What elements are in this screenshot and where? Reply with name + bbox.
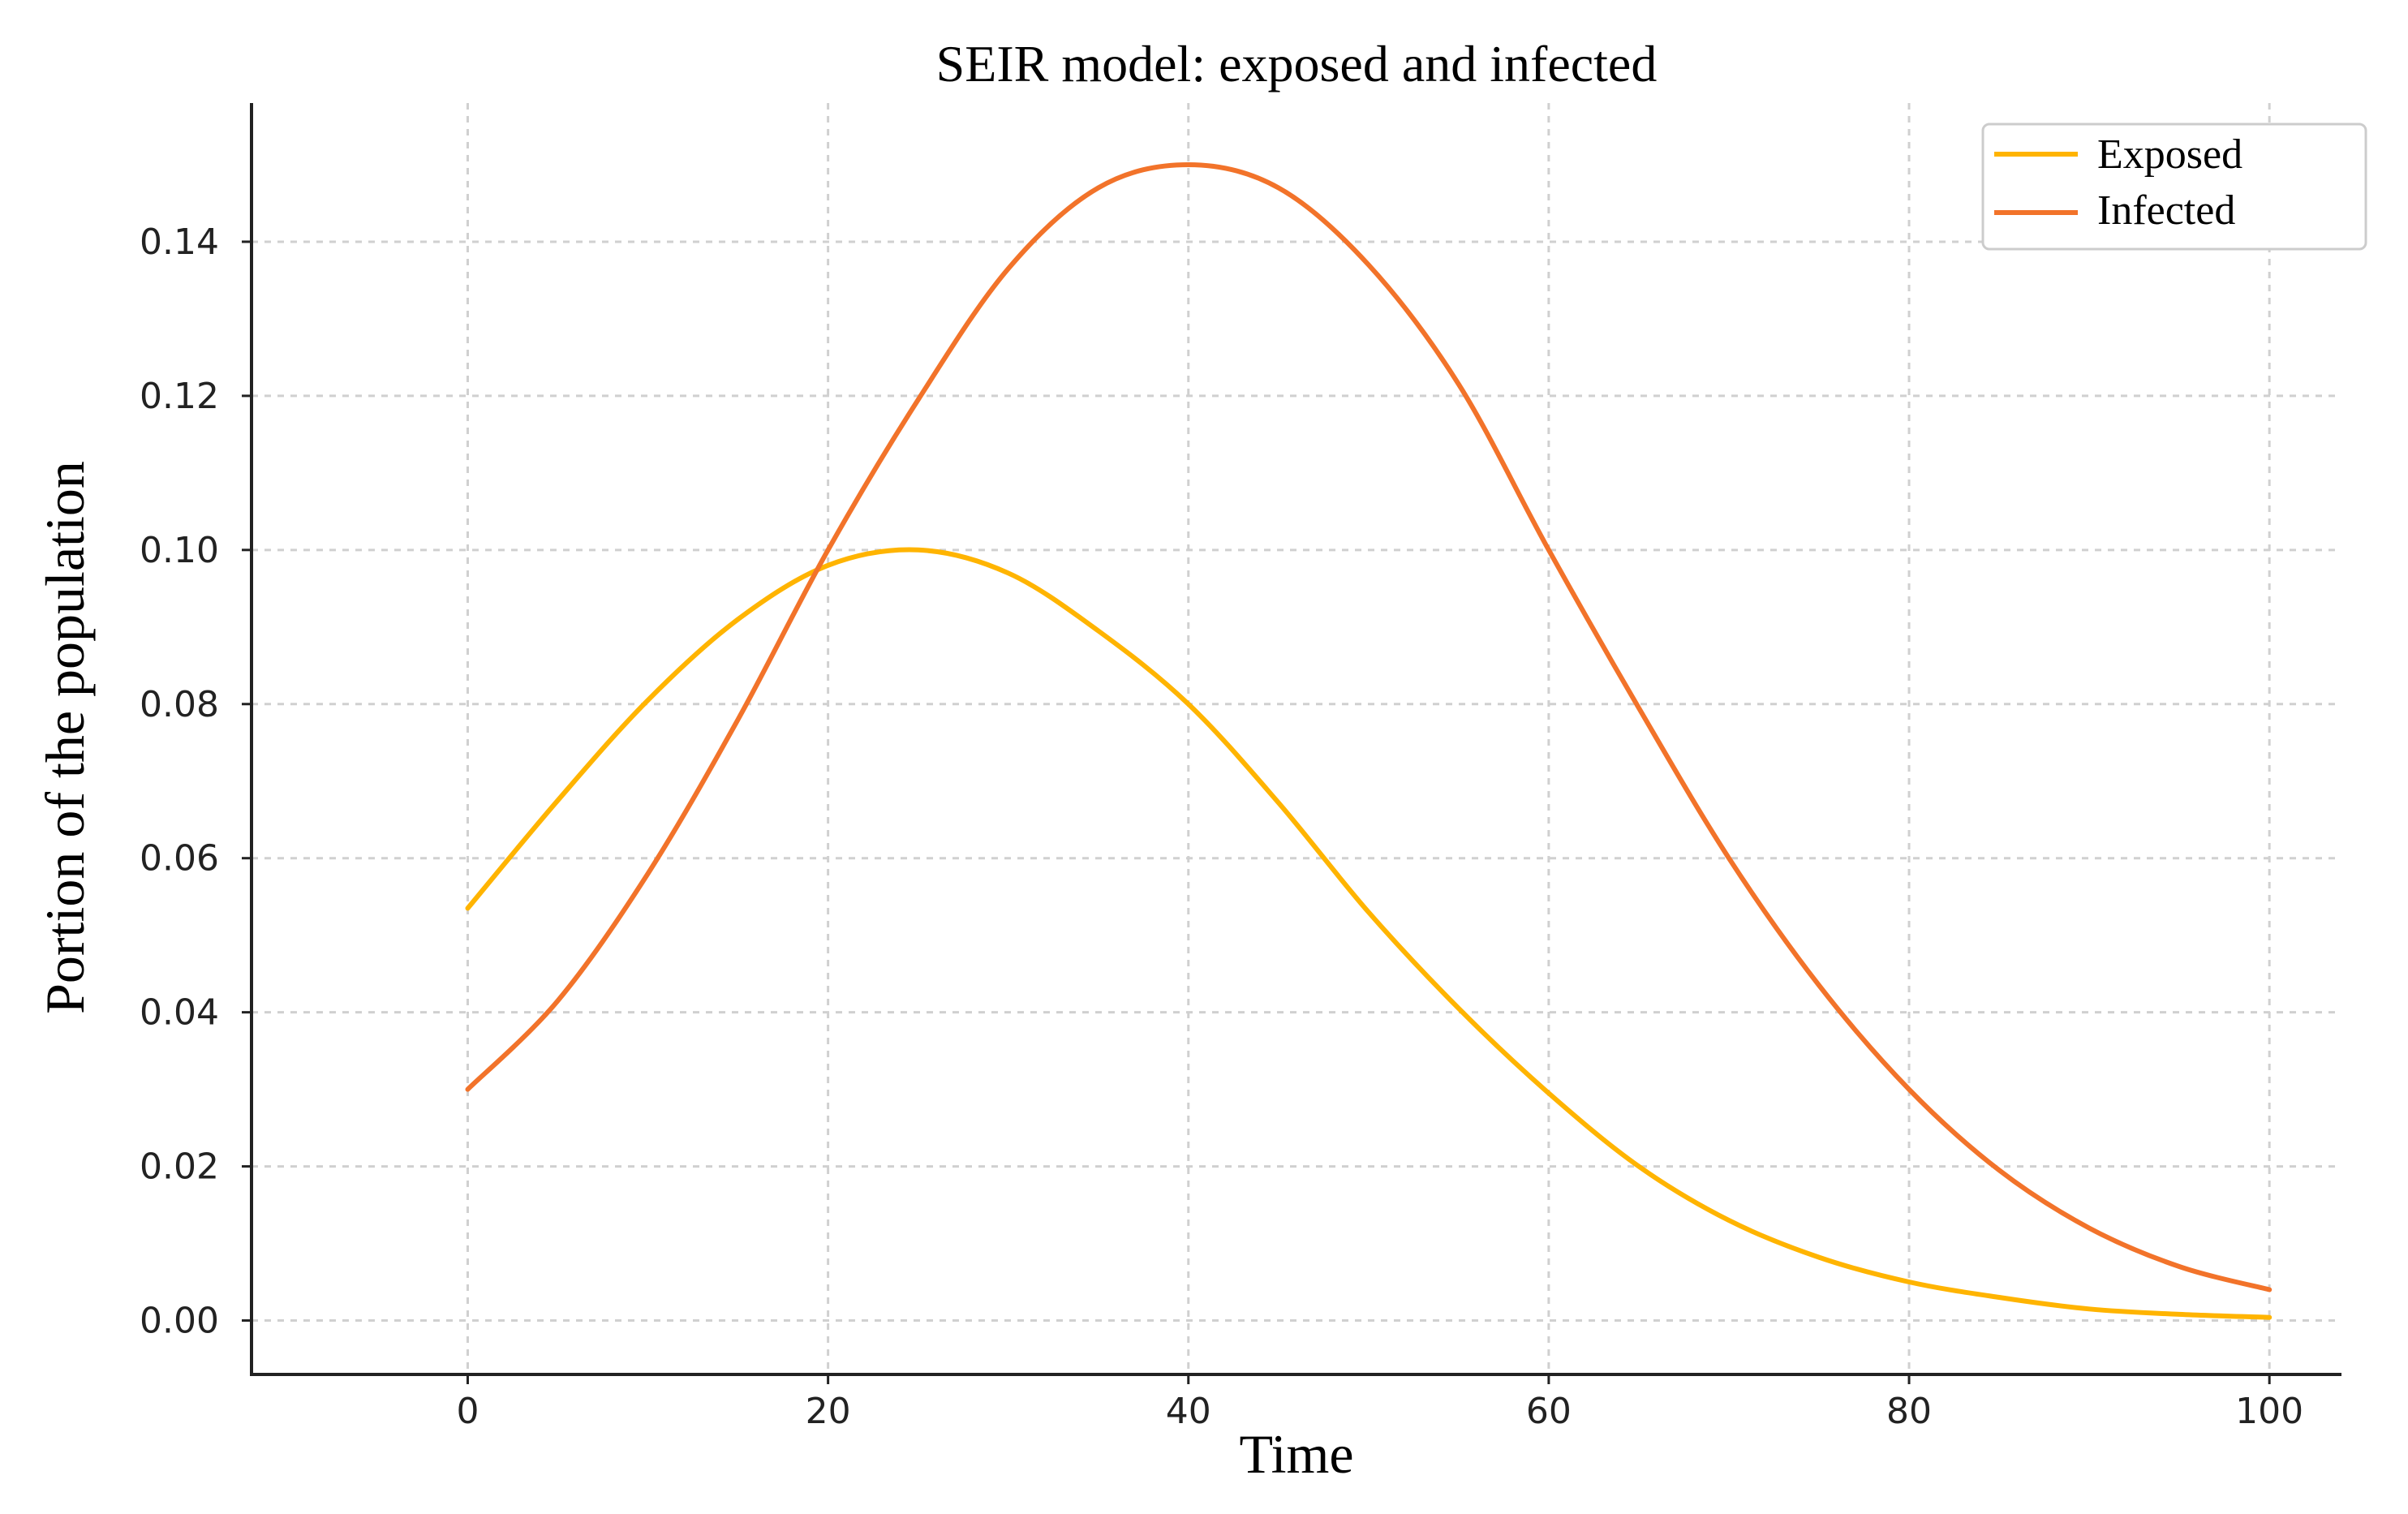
series-line-exposed	[465, 547, 2273, 1320]
x-tick-label: 20	[806, 1391, 851, 1432]
axes	[250, 103, 2341, 1376]
legend: Exposed Infected	[1981, 123, 2367, 251]
y-tick-label: 0.04	[140, 992, 219, 1034]
y-tick-label: 0.00	[140, 1301, 219, 1342]
x-tick-label: 100	[2235, 1391, 2303, 1432]
y-tick-label: 0.08	[140, 684, 219, 725]
y-tick-label: 0.02	[140, 1146, 219, 1188]
series-line-infected	[465, 162, 2273, 1292]
x-tick-label: 40	[1166, 1391, 1211, 1432]
y-tick-label: 0.06	[140, 838, 219, 880]
x-tick-label: 80	[1886, 1391, 1932, 1432]
x-tick-label: 0	[456, 1391, 479, 1432]
tick-marks	[242, 240, 2271, 1384]
y-tick-label: 0.14	[140, 222, 219, 263]
chart-title: SEIR model: exposed and infected	[936, 35, 1658, 92]
legend-label-infected: Infected	[2097, 187, 2235, 234]
y-tick-label: 0.10	[140, 530, 219, 571]
legend-box	[1981, 123, 2367, 251]
x-axis-label: Time	[1239, 1423, 1353, 1485]
tick-labels: 0 20 40 60 80 100 0.00 0.02 0.04 0.06 0.08 0.10 0.12…	[140, 222, 2303, 1432]
series-lines	[465, 162, 2273, 1320]
x-tick-label: 60	[1526, 1391, 1572, 1432]
y-axis-label: Portion of the population	[34, 461, 96, 1014]
legend-label-exposed: Exposed	[2097, 131, 2242, 178]
axis-spines	[250, 103, 2341, 1376]
y-tick-label: 0.12	[140, 376, 219, 417]
